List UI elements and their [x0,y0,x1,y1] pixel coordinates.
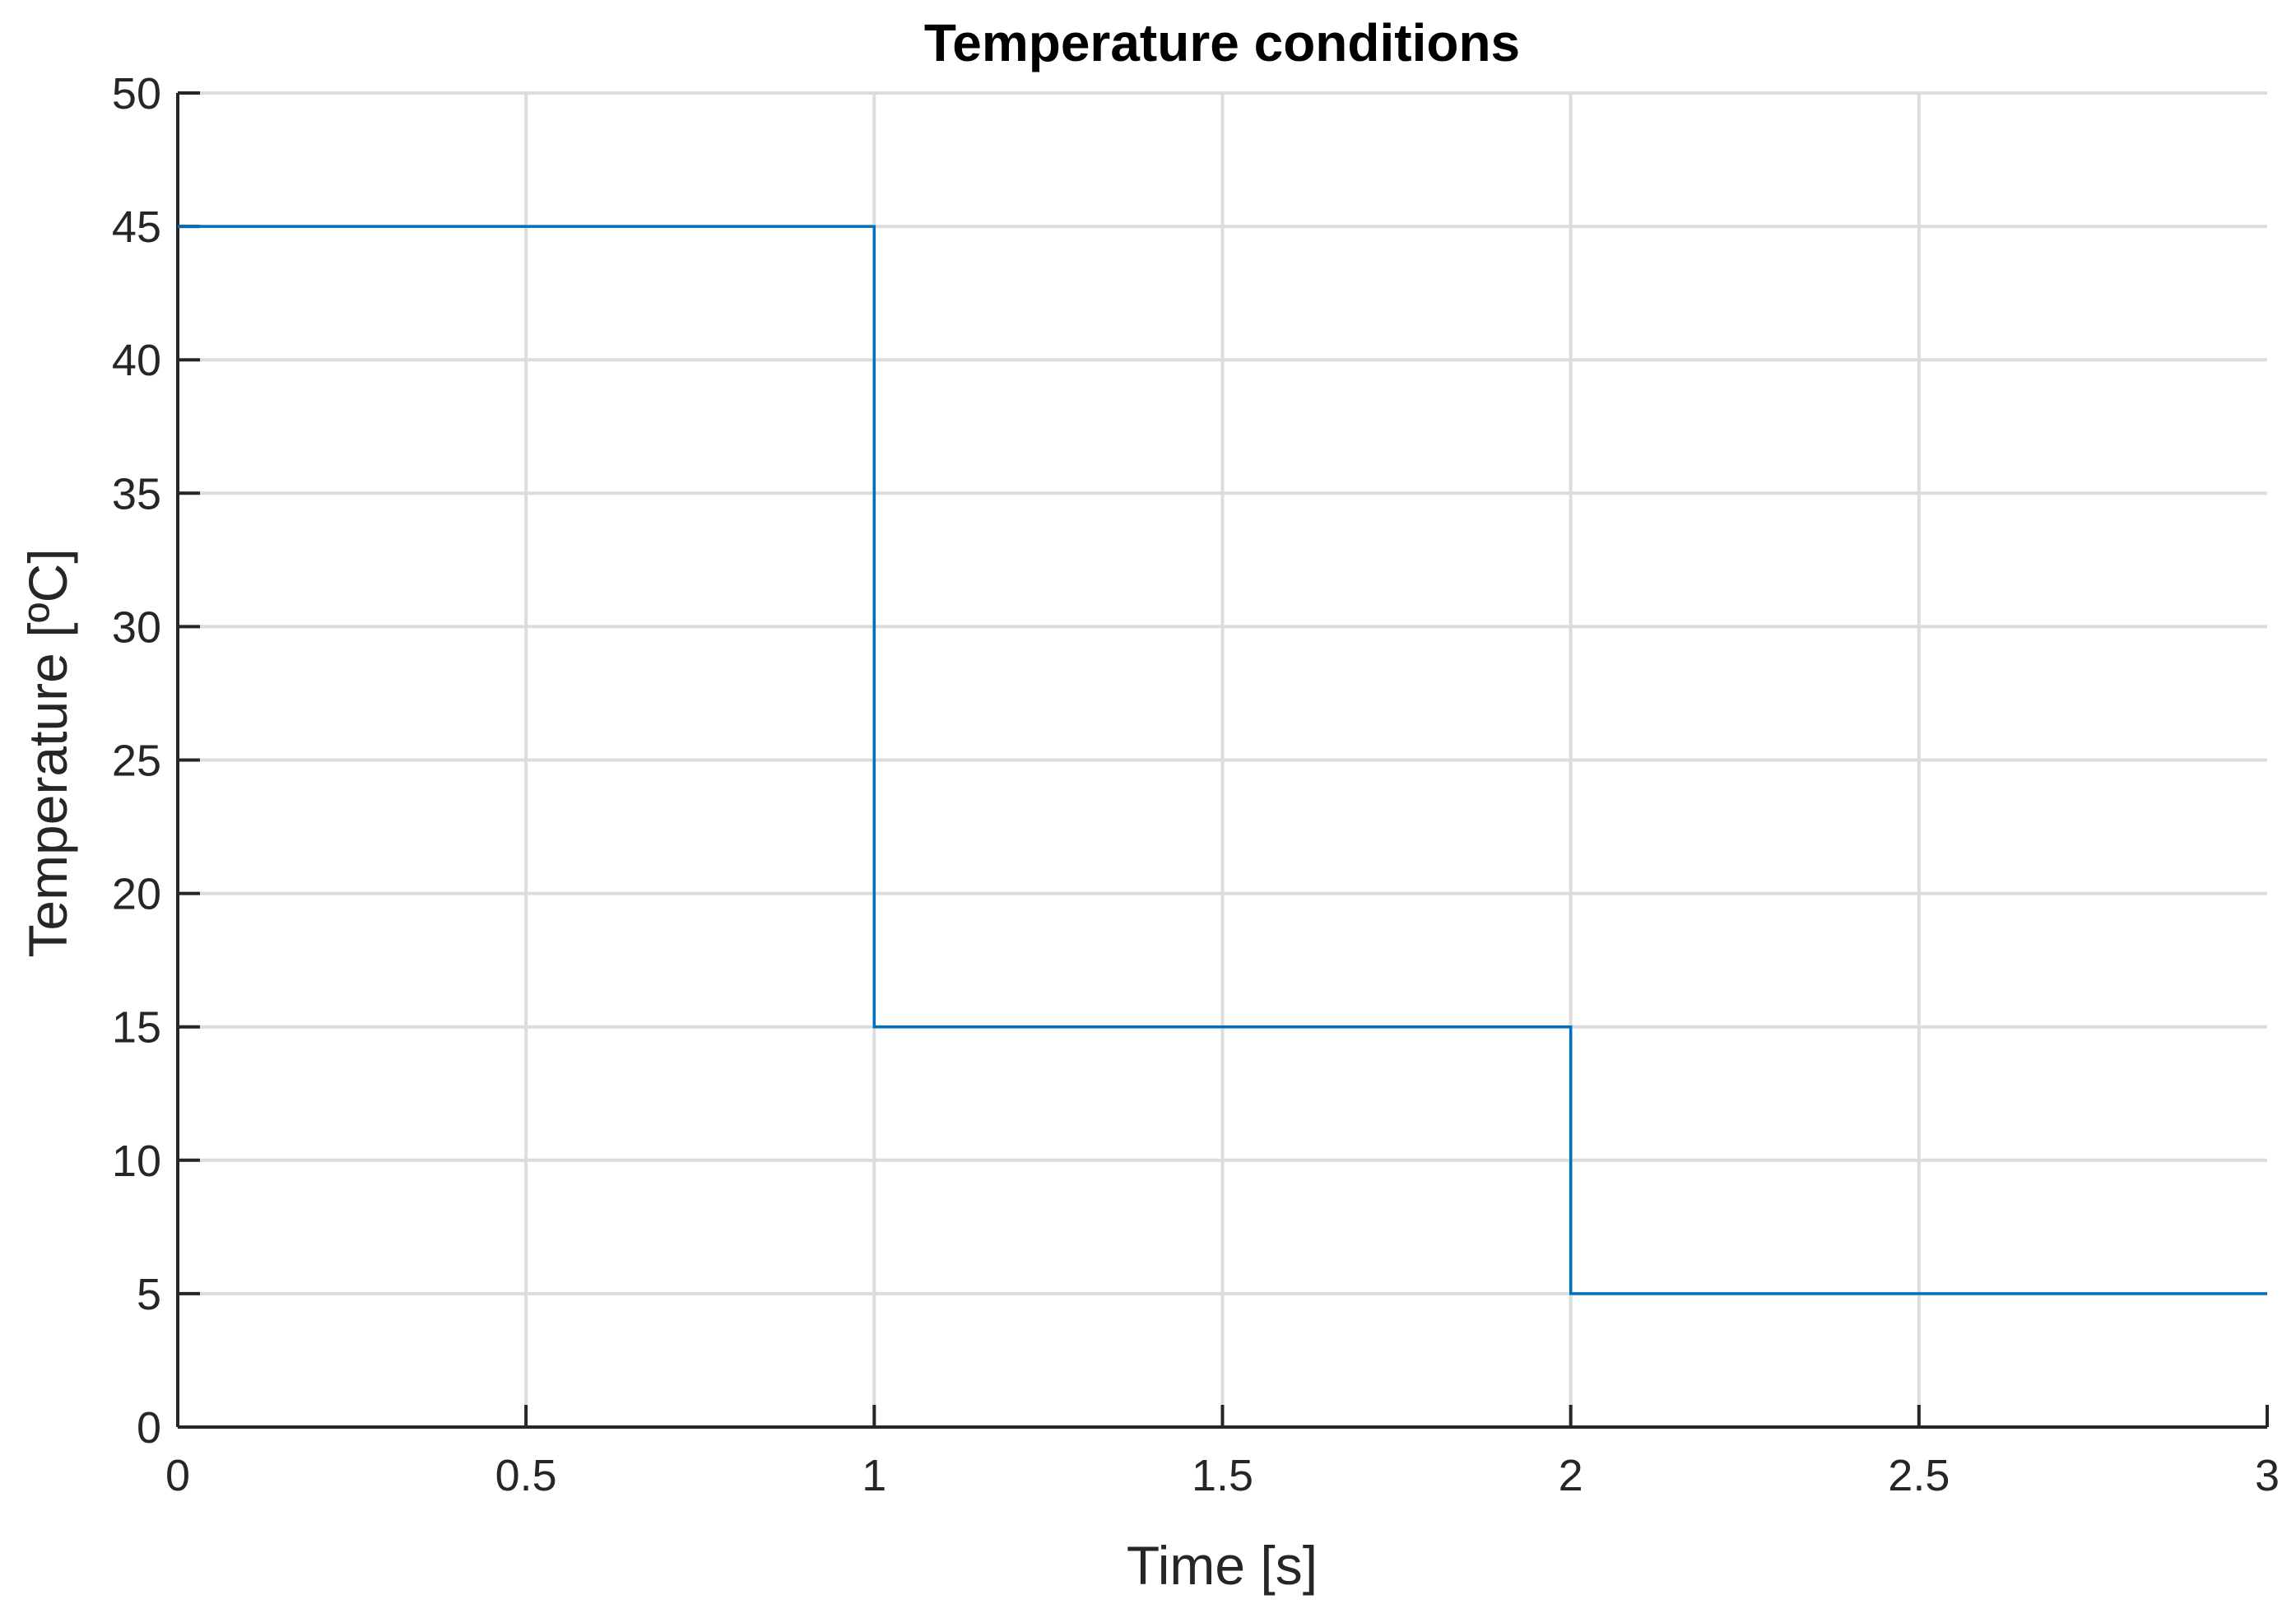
x-tick-label: 0.5 [495,1451,557,1500]
x-tick-label: 1 [862,1451,886,1500]
y-tick-label: 25 [112,737,161,786]
x-tick-label: 2 [1559,1451,1583,1500]
x-tick-label: 0 [165,1451,190,1500]
grid-lines [178,91,2267,1427]
y-tick-label: 35 [112,469,161,518]
x-tick-label: 1.5 [1192,1451,1253,1500]
y-axis-label: Temperature [ºC] [17,548,78,957]
y-tick-label: 10 [112,1137,161,1186]
chart-title: Temperature conditions [924,13,1520,72]
x-tick-label: 2.5 [1888,1451,1950,1500]
y-tick-label: 5 [137,1270,161,1319]
y-tick-label: 45 [112,202,161,252]
y-tick-label: 50 [112,69,161,119]
data-series [178,225,2267,1295]
x-axis-label: Time [s] [1127,1535,1318,1596]
x-tick-label: 3 [2255,1451,2280,1500]
temperature-series-line [178,225,2267,1295]
y-tick-label: 30 [112,602,161,652]
y-tick-label: 40 [112,336,161,385]
y-tick-label: 15 [112,1003,161,1053]
y-tick-label: 0 [137,1403,161,1453]
y-tick-labels: 0 5 10 15 20 25 30 35 40 45 50 [112,69,161,1453]
y-tick-label: 20 [112,870,161,919]
x-tick-labels: 0 0.5 1 1.5 2 2.5 3 [165,1451,2280,1500]
